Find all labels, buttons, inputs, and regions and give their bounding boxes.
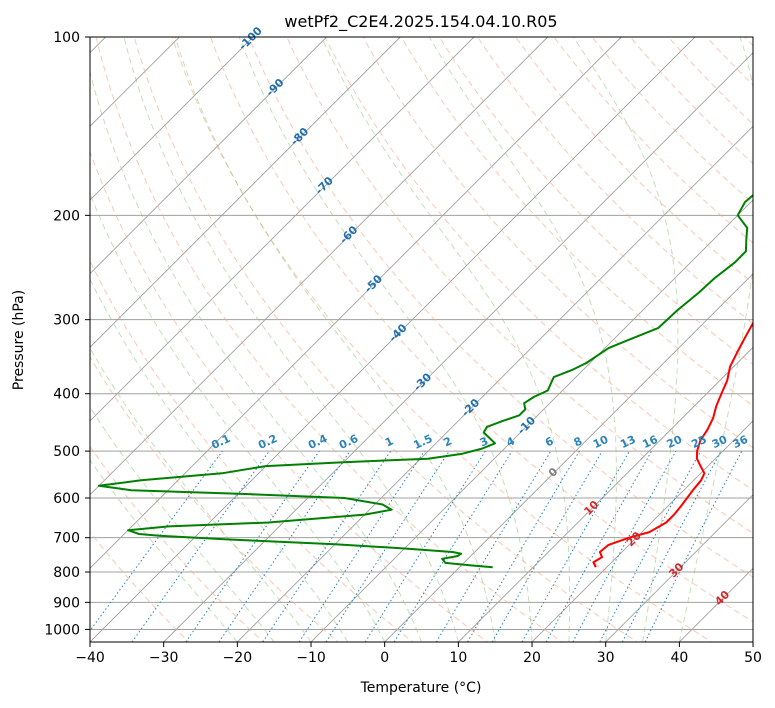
profile-lines: [97, 193, 753, 569]
mixing-ratio-line: [298, 450, 425, 642]
dry-adiabat-line: [515, 37, 753, 284]
isotherm-line: [90, 37, 475, 422]
plot-frame: [89, 36, 754, 643]
mixing-ratio-line: [185, 450, 320, 642]
mixing-ratio-line: [218, 450, 351, 642]
x-tick-label: 10: [449, 650, 467, 666]
x-tick-label: 50: [744, 650, 762, 666]
mixing-ratio-label: 36: [731, 433, 751, 451]
x-tick-label: 40: [670, 650, 688, 666]
x-axis-title: Temperature (°C): [360, 680, 482, 696]
isotherm-line: [605, 494, 753, 642]
y-axis: 100 200 300 400 500 600 700 800 900 1000: [44, 30, 90, 638]
y-tick-label: 900: [53, 595, 80, 611]
moist-adiabat-line: [90, 278, 349, 642]
y-tick-label: 200: [53, 208, 80, 224]
moist-adiabat-line: [320, 37, 571, 642]
moist-adiabat-line: [572, 37, 679, 642]
mixing-ratio-label: 10: [591, 433, 611, 451]
x-tick-label: −40: [75, 650, 105, 666]
isotherm-line: [310, 199, 753, 642]
moist-adiabat-line: [174, 37, 496, 642]
isotherm-line: [458, 346, 753, 642]
x-tick-label: 0: [380, 650, 389, 666]
mixing-ratio-label: 30: [710, 433, 730, 451]
y-axis-title: Pressure (hPa): [11, 290, 27, 390]
moist-adiabat-line: [90, 406, 275, 642]
isotherm-line: [90, 37, 327, 275]
isotherm-line: [752, 641, 753, 642]
dry-adiabat-line: [95, 37, 564, 642]
mixing-ratio-line: [393, 450, 513, 642]
isotherm-line: [90, 37, 254, 201]
mixing-ratio-label: 25: [689, 433, 708, 451]
mixing-ratio-line: [262, 450, 392, 642]
dry-adiabat-line: [90, 356, 340, 642]
x-tick-label: 20: [523, 650, 541, 666]
mixing-ratio-line: [572, 450, 677, 642]
mixing-ratio-label: 16: [640, 433, 660, 451]
x-axis: −40 −30 −20 −10 0 10 20 30 40 50: [75, 642, 762, 666]
dry-adiabat-line: [209, 37, 753, 623]
y-tick-label: 700: [53, 531, 80, 547]
mixing-ratio-line: [131, 450, 270, 642]
mixing-ratio-label: 13: [618, 433, 637, 451]
x-tick-label: −20: [223, 650, 253, 666]
plot-background: [90, 37, 753, 642]
y-tick-label: 1000: [44, 622, 80, 638]
x-tick-label: −10: [296, 650, 326, 666]
mixing-ratio-label: 20: [665, 433, 685, 451]
moist-adiabat-line: [123, 37, 459, 642]
moist-adiabat-line: [90, 347, 312, 642]
isotherm-line: [90, 37, 401, 348]
dry-adiabat-line: [770, 24, 775, 645]
chart-title: wetPf2_C2E4.2025.154.04.10.R05: [284, 12, 557, 32]
mixing-ratio-line: [521, 450, 630, 642]
y-tick-label: 500: [53, 444, 80, 460]
mixing-ratio-line: [545, 450, 653, 642]
isotherm-line: [531, 420, 753, 642]
moist-adiabat-line: [90, 192, 386, 642]
mixing-ratio-line: [90, 450, 223, 632]
x-tick-label: −30: [149, 650, 179, 666]
isotherm-line: [90, 37, 549, 496]
temperature-profile-line: [592, 321, 753, 568]
x-tick-label: 30: [597, 650, 615, 666]
dry-adiabat-line: [133, 37, 638, 642]
dry-adiabat-line: [90, 259, 414, 642]
y-tick-label: 400: [53, 387, 80, 403]
isotherm-line: [384, 273, 753, 642]
y-tick-label: 100: [53, 30, 80, 46]
mixing-ratio-line: [644, 450, 743, 642]
moist-adiabat-line: [678, 37, 753, 642]
moist-adiabat-line: [428, 37, 617, 642]
y-tick-label: 300: [53, 313, 80, 329]
y-tick-label: 600: [53, 491, 80, 507]
y-tick-label: 800: [53, 565, 80, 581]
dry-adiabat-line: [90, 150, 489, 642]
mixing-ratio-line: [325, 450, 450, 642]
moist-adiabat-line: [238, 37, 533, 642]
dewpoint-profile-line: [97, 193, 753, 569]
isotherm-line: [236, 125, 753, 642]
moist-adiabat-line: [90, 70, 422, 642]
isotherm-line: [90, 37, 622, 569]
